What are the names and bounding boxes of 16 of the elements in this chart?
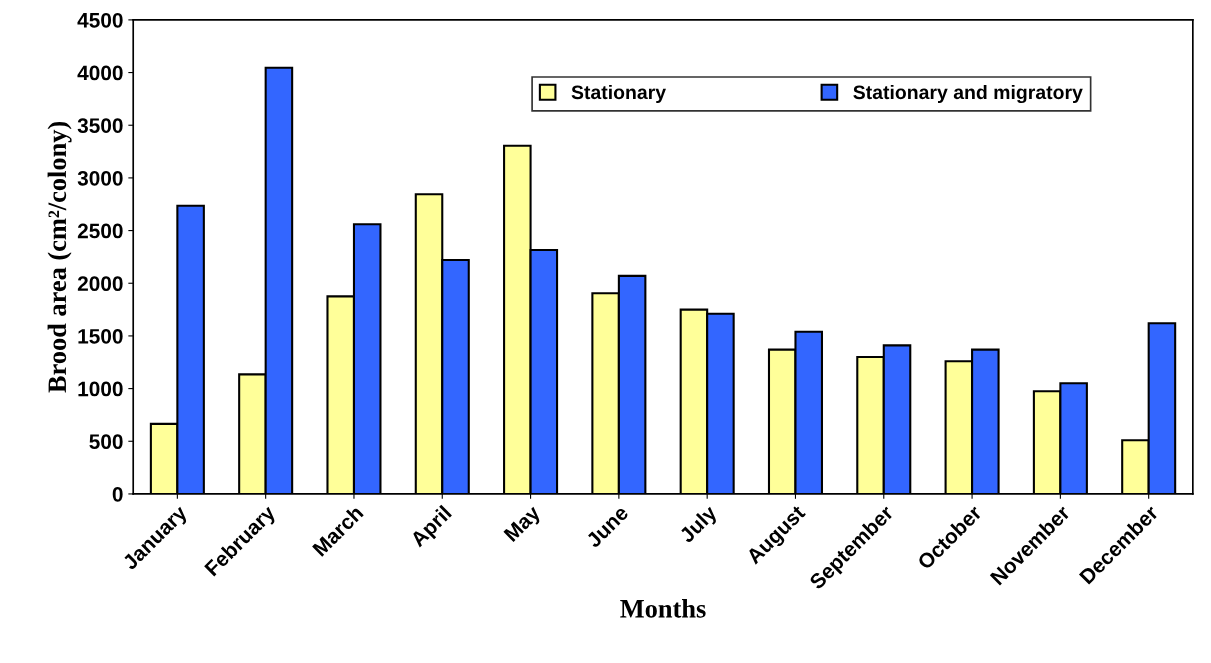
y-tick-label: 4000 bbox=[77, 65, 123, 81]
y-tick-label: 1000 bbox=[78, 381, 123, 397]
legend-label: Stationary bbox=[571, 84, 666, 104]
y-tick-label: 0 bbox=[112, 486, 123, 502]
x-tick-label: July bbox=[677, 503, 721, 547]
y-tick-label: 2000 bbox=[77, 276, 123, 291]
y-tick-label: 500 bbox=[89, 434, 123, 450]
y-axis-title: Brood area (cm²/colony) bbox=[47, 121, 72, 393]
x-axis-title: Months bbox=[620, 599, 706, 618]
y-tick-label: 2500 bbox=[77, 223, 123, 239]
y-tick-label: 3500 bbox=[77, 118, 123, 134]
x-tick-label: May bbox=[503, 504, 545, 546]
y-tick-label: 1500 bbox=[78, 328, 123, 344]
y-tick-label: 4500 bbox=[77, 12, 123, 28]
legend-label: Stationary and migratory bbox=[853, 84, 1083, 104]
y-tick-label: 3000 bbox=[77, 170, 123, 186]
